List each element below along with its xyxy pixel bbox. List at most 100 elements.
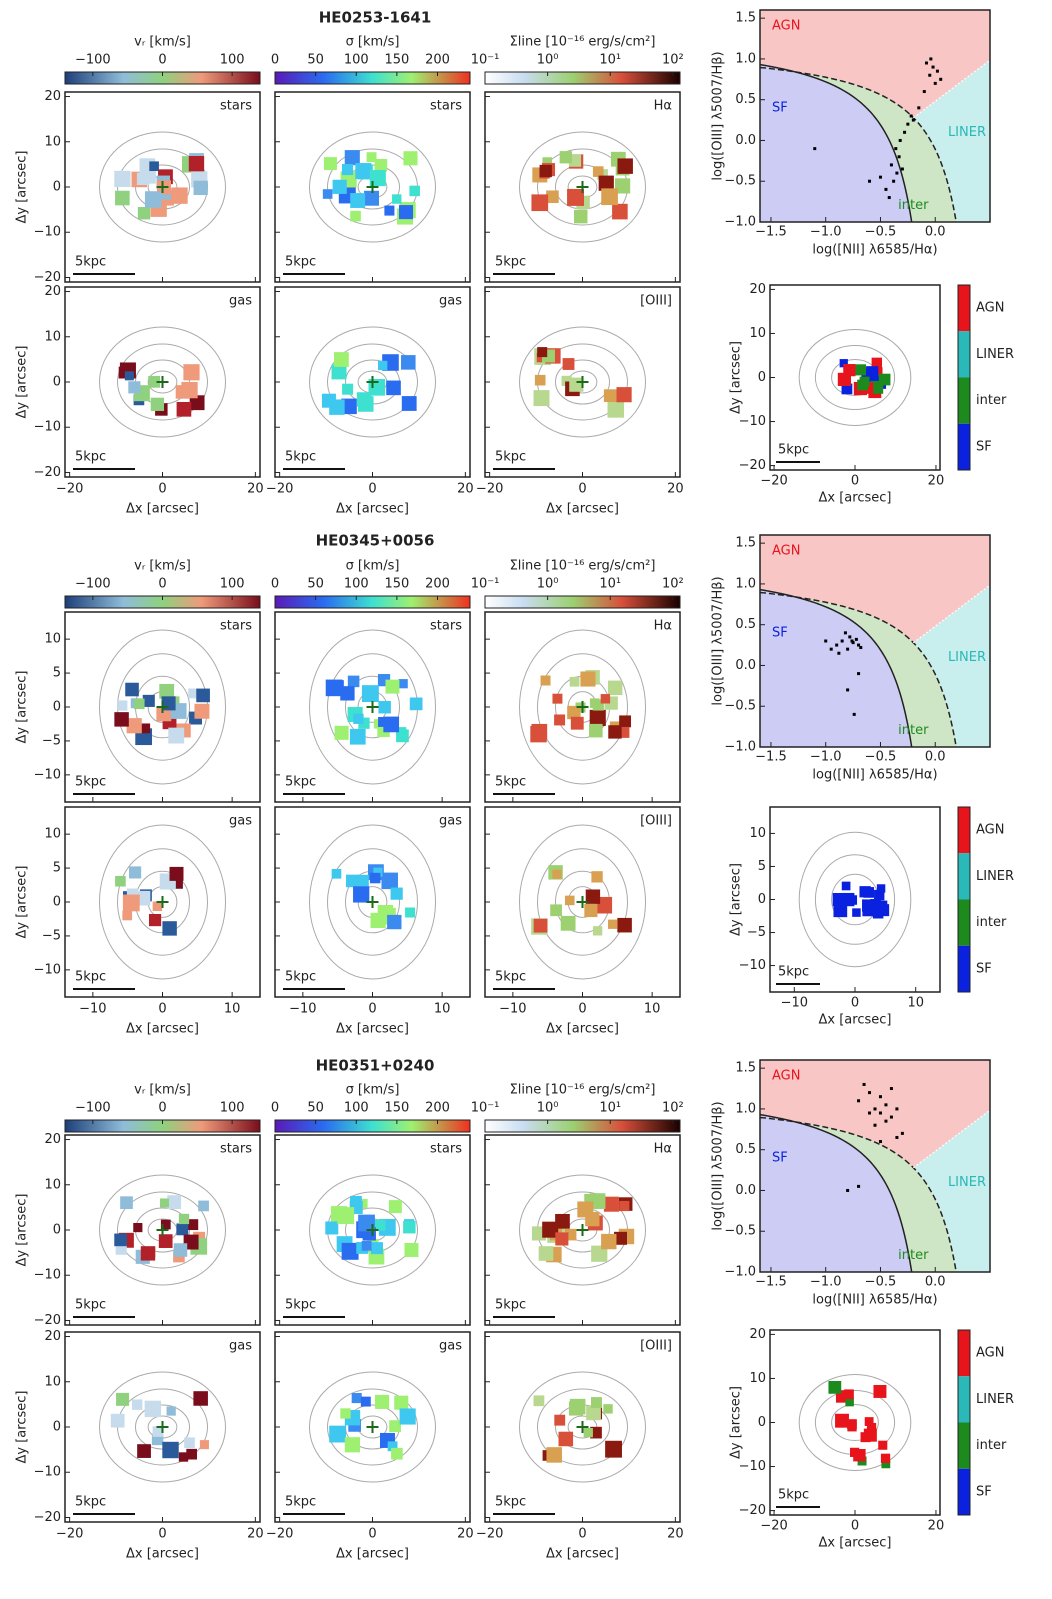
contour: [309, 824, 436, 980]
map-pixel: [160, 1219, 171, 1230]
class-pixel: [876, 884, 886, 893]
scale-bar-label: 5kpc: [285, 1495, 316, 1510]
x-tick-label: 0: [368, 1527, 376, 1542]
bpt-point: [846, 1188, 850, 1192]
contour: [519, 1371, 646, 1483]
x-tick-label: 0.0: [925, 225, 946, 240]
map-pixel: [558, 1431, 574, 1447]
x-tick-label: −1.0: [810, 750, 842, 765]
y-tick-label: 20: [44, 1329, 61, 1344]
bpt-point: [850, 639, 854, 643]
contour: [814, 854, 896, 945]
map-pixel: [162, 921, 177, 936]
x-tick-label: 20: [247, 482, 264, 497]
scale-bar-label: 5kpc: [285, 775, 316, 790]
map-pixel: [378, 701, 391, 714]
class-label: inter: [976, 1438, 1007, 1453]
contour: [798, 329, 912, 426]
map-pixel: [584, 903, 598, 918]
bpt-point: [878, 175, 882, 179]
y-tick-label: 0: [53, 1420, 61, 1435]
map-pixel: [603, 389, 617, 403]
class-label: AGN: [976, 823, 1004, 838]
scale-bar-label: 5kpc: [75, 450, 106, 465]
galaxy-title: HE0345+0056: [316, 532, 435, 550]
map-pixel: [198, 1200, 209, 1212]
y-tick-label: 0: [53, 700, 61, 715]
colorbar: [484, 595, 681, 609]
map-pixel: [114, 170, 131, 188]
map-pixel: [614, 1231, 627, 1245]
panel-label: gas: [229, 294, 252, 309]
x-tick-label: −20: [476, 1527, 503, 1542]
colorbar-tick-label: 100: [344, 1101, 369, 1116]
x-tick-label: 0: [851, 1519, 859, 1534]
map-pixel: [151, 1433, 164, 1446]
map-pixel: [129, 866, 142, 879]
map-pixel: [600, 694, 611, 704]
panel-label: gas: [229, 814, 252, 829]
bpt-point: [889, 1087, 893, 1091]
class-pixel: [852, 908, 861, 917]
scale-bar-label: 5kpc: [495, 1298, 526, 1313]
map-pixel: [401, 396, 417, 411]
colorbar-tick-label: 10⁰: [537, 1101, 559, 1116]
class-pixel: [875, 900, 888, 913]
y-tick-label: 10: [44, 329, 61, 344]
x-tick-label: 20: [928, 474, 945, 489]
bpt-point: [911, 118, 915, 122]
map-pixel: [124, 371, 134, 381]
map-pixel: [199, 1440, 209, 1450]
colorbar-label: Σline [10⁻¹⁶ erg/s/cm²]: [510, 1083, 656, 1098]
map-pixel: [542, 157, 553, 167]
map-pixel: [178, 1213, 190, 1225]
map-pixel: [564, 895, 575, 906]
y-axis-label: Δy [arcsec]: [15, 866, 30, 939]
x-axis-label: Δx [arcsec]: [336, 1547, 409, 1562]
map-pixel: [184, 1437, 195, 1449]
map-pixel: [114, 1233, 127, 1247]
center-marker: [576, 1224, 589, 1236]
map-pixel: [560, 915, 576, 931]
map-pixel: [378, 360, 388, 371]
x-axis-label: Δx [arcsec]: [126, 1547, 199, 1562]
center-marker: [156, 896, 169, 908]
colorbar-tick-label: 10⁻¹: [471, 1101, 500, 1116]
class-pixel: [880, 1453, 891, 1463]
map-pixel: [533, 918, 548, 933]
map-pixel: [608, 725, 622, 739]
map-pixel: [589, 723, 603, 738]
bpt-point: [829, 647, 833, 651]
map-pixel: [355, 163, 372, 180]
y-tick-label: 10: [44, 827, 61, 842]
map-pixel: [115, 875, 126, 887]
map-pixel: [391, 1447, 403, 1460]
bpt-regions: [760, 1060, 990, 1272]
y-tick-label: 10: [44, 134, 61, 149]
bpt-point: [884, 1103, 888, 1107]
map-pixel: [122, 910, 133, 921]
y-tick-label: −20: [739, 458, 766, 473]
y-axis-label: Δy [arcsec]: [729, 1386, 744, 1459]
map-pixel: [334, 725, 349, 740]
map-pixel: [329, 1425, 347, 1443]
map-pixel: [603, 1196, 619, 1212]
map-pixel: [144, 191, 162, 208]
center-marker: [576, 181, 589, 193]
contour: [99, 1174, 226, 1286]
colorbar-label: σ [km/s]: [346, 559, 400, 574]
contour: [117, 1191, 208, 1269]
region-label: SF: [772, 1150, 788, 1165]
map-pixel: [567, 705, 581, 720]
colorbar-tick-label: 50: [307, 1101, 324, 1116]
bpt-point: [840, 639, 844, 643]
bpt-point: [813, 147, 817, 151]
bpt-point: [887, 196, 891, 200]
class-label: AGN: [976, 1346, 1004, 1361]
y-tick-label: −0.5: [724, 1224, 756, 1239]
panel-label: Hα: [654, 1142, 672, 1157]
x-tick-label: −0.5: [865, 750, 897, 765]
y-tick-label: 10: [749, 1371, 766, 1386]
map-pixel: [358, 1214, 375, 1232]
colorbar-label: σ [km/s]: [346, 1083, 400, 1098]
